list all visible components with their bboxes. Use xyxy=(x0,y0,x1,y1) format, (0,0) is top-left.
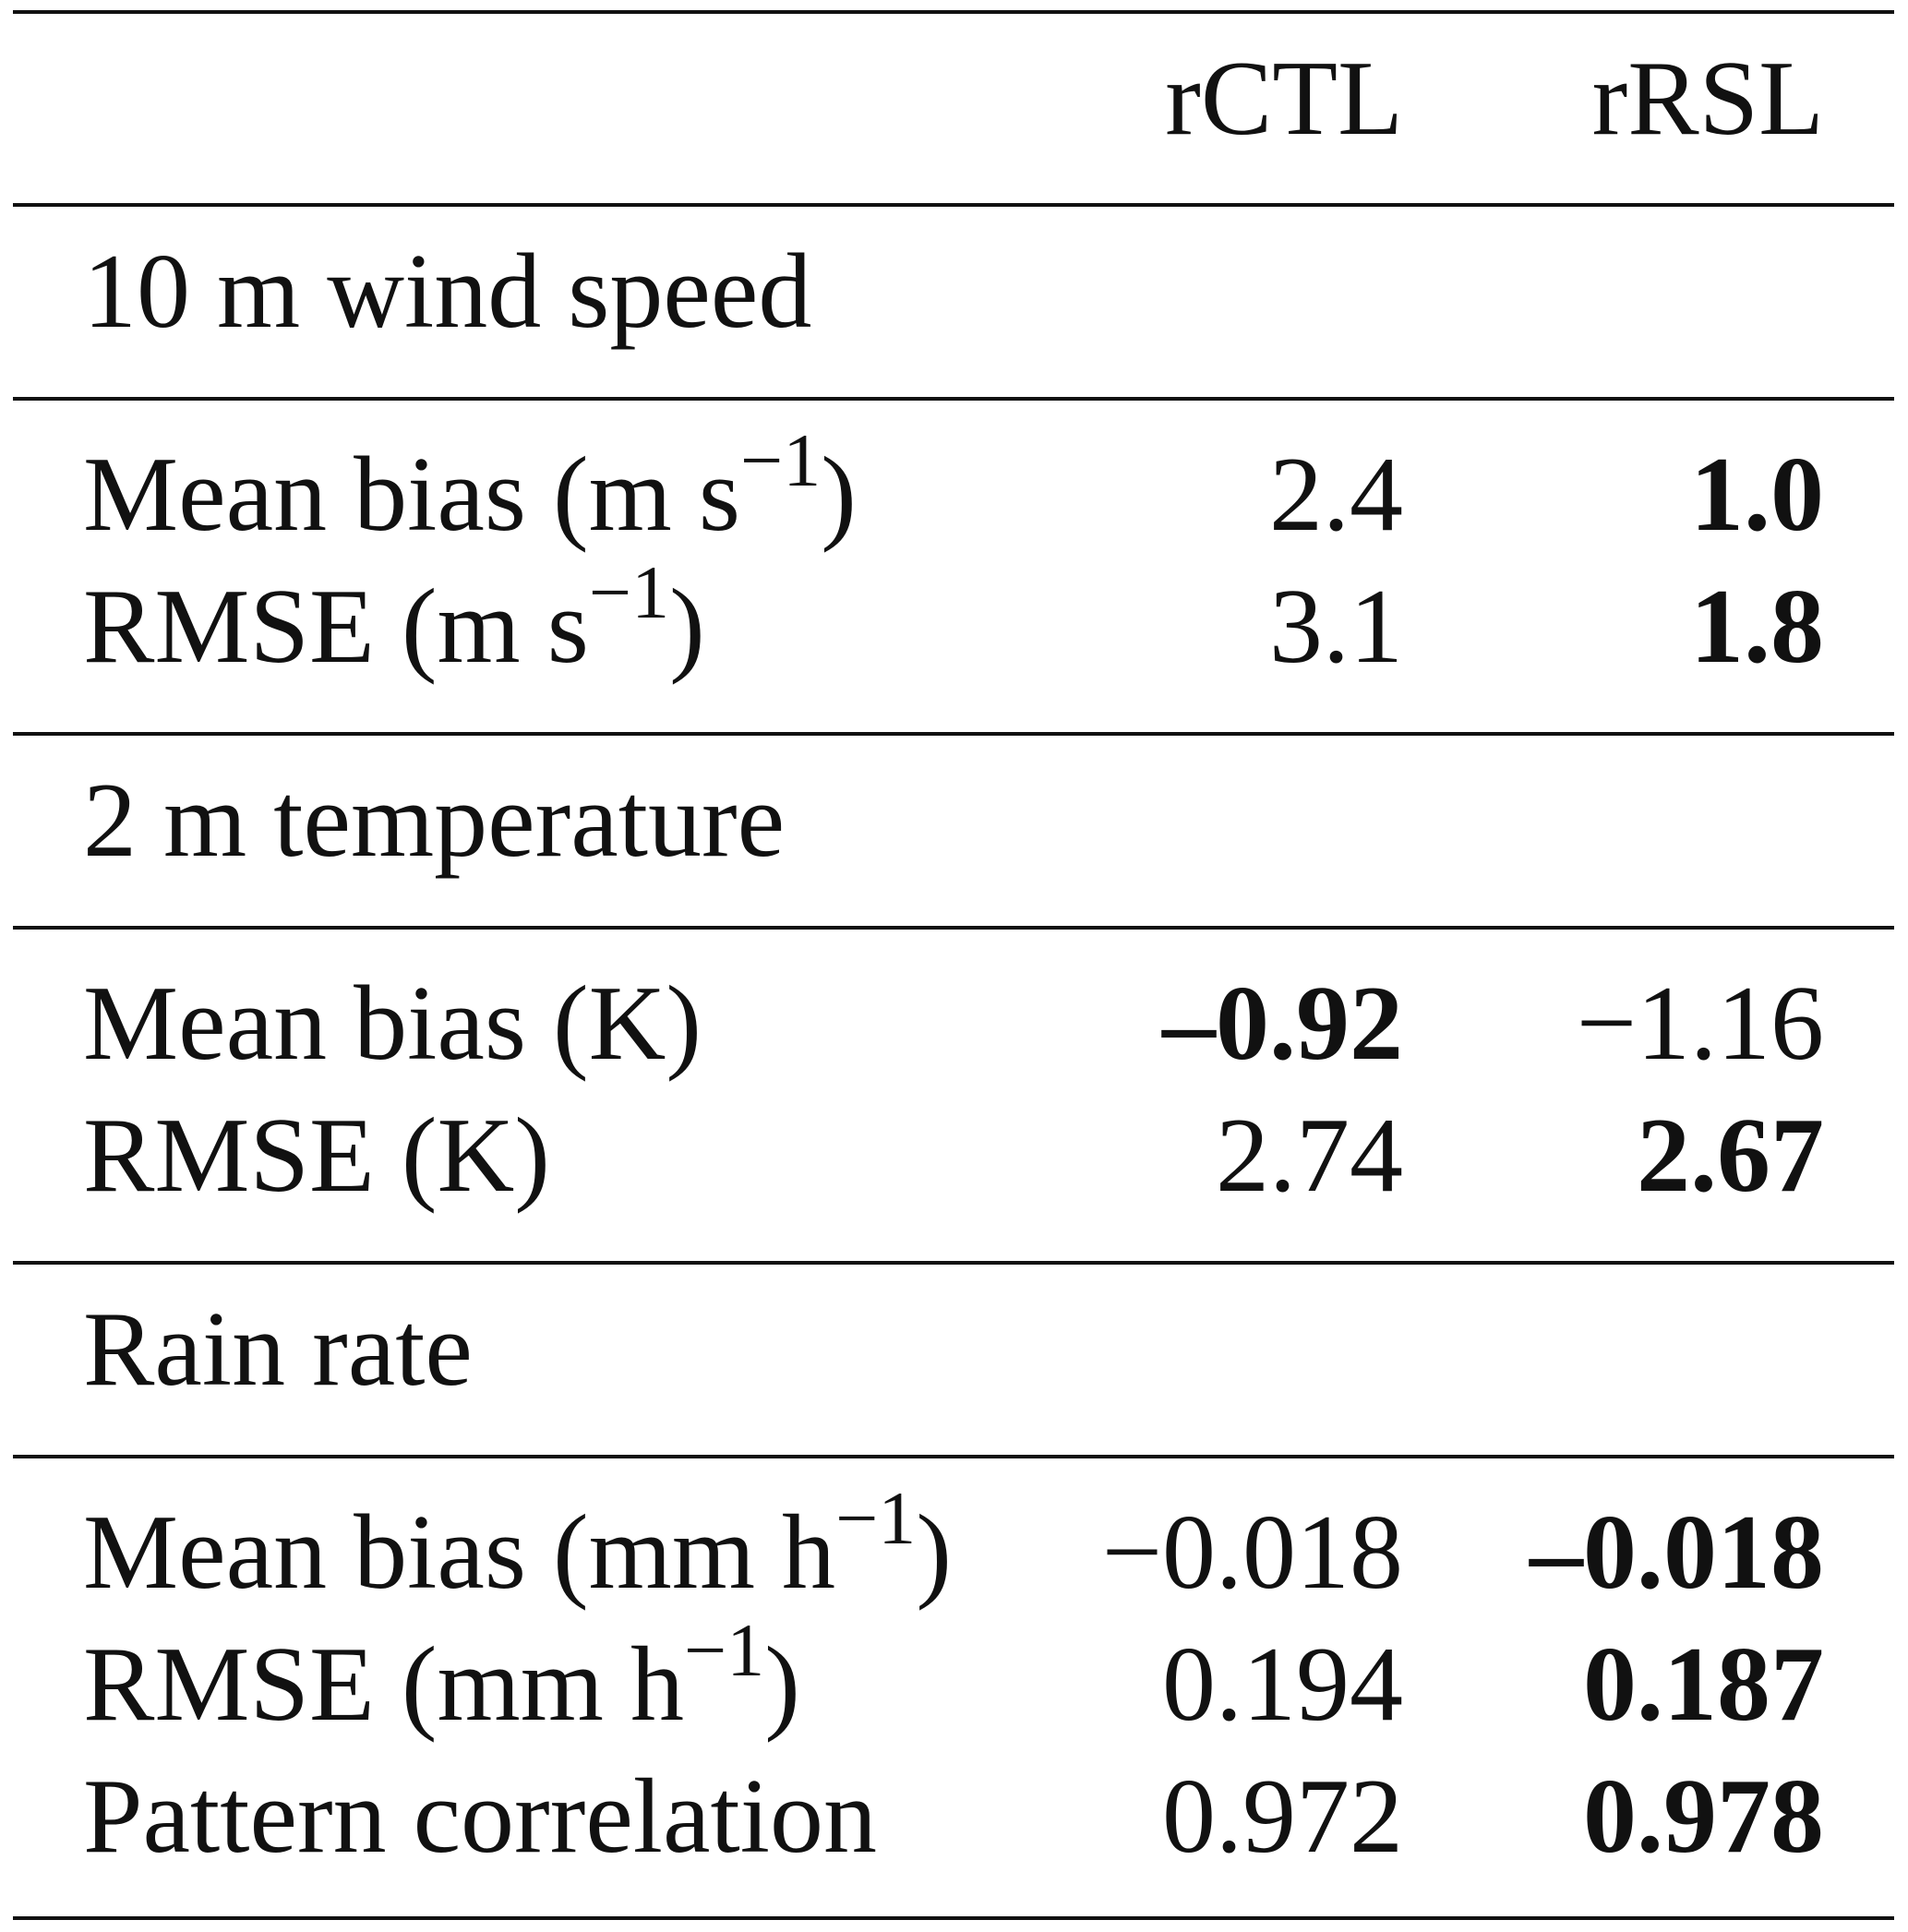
cell-value: –0.92 xyxy=(1161,965,1403,1083)
column-header: rRSL xyxy=(1592,40,1824,158)
cell-value: 1.0 xyxy=(1690,436,1824,554)
label-text: Mean bias (K) xyxy=(83,965,702,1083)
cell-value: 2.74 xyxy=(1216,1097,1403,1215)
cell-value: 0.978 xyxy=(1583,1758,1824,1876)
column-header: rCTL xyxy=(1165,40,1403,158)
cell-value: 0.187 xyxy=(1583,1626,1824,1744)
cell-value: 2.4 xyxy=(1269,436,1403,554)
row-label: RMSE (m s−1) xyxy=(83,550,705,686)
label-text: RMSE (K) xyxy=(83,1097,550,1215)
label-text: ) xyxy=(821,436,857,554)
cell-value: 1.8 xyxy=(1690,568,1824,686)
label-text: ) xyxy=(764,1626,800,1744)
row-label: Mean bias (m s−1) xyxy=(83,418,857,554)
cell-value: −1.16 xyxy=(1577,965,1824,1083)
row-label: Mean bias (K) xyxy=(83,965,702,1083)
cell-value: –0.018 xyxy=(1529,1494,1824,1612)
label-text: Mean bias (mm h xyxy=(83,1494,835,1612)
label-text: ) xyxy=(916,1494,952,1612)
label-superscript: −1 xyxy=(740,418,821,502)
cell-value: 3.1 xyxy=(1269,568,1403,686)
label-text: ) xyxy=(669,568,705,686)
label-text: Pattern correlation xyxy=(83,1758,877,1876)
cell-value: 0.194 xyxy=(1162,1626,1403,1744)
section-title: 2 m temperature xyxy=(83,762,785,880)
label-text: RMSE (m s xyxy=(83,568,589,686)
cell-value: 2.67 xyxy=(1637,1097,1824,1215)
label-superscript: −1 xyxy=(835,1476,916,1560)
row-label: RMSE (mm h−1) xyxy=(83,1608,800,1744)
section-title: Rain rate xyxy=(83,1290,473,1409)
section-title: 10 m wind speed xyxy=(83,233,811,351)
label-superscript: −1 xyxy=(684,1608,764,1692)
label-text: RMSE (mm h xyxy=(83,1626,684,1744)
row-label: RMSE (K) xyxy=(83,1097,550,1215)
cell-value: 0.972 xyxy=(1162,1758,1403,1876)
row-label: Mean bias (mm h−1) xyxy=(83,1476,952,1612)
label-superscript: −1 xyxy=(589,550,669,634)
cell-value: −0.018 xyxy=(1102,1494,1403,1612)
row-label: Pattern correlation xyxy=(83,1758,877,1876)
label-text: Mean bias (m s xyxy=(83,436,740,554)
